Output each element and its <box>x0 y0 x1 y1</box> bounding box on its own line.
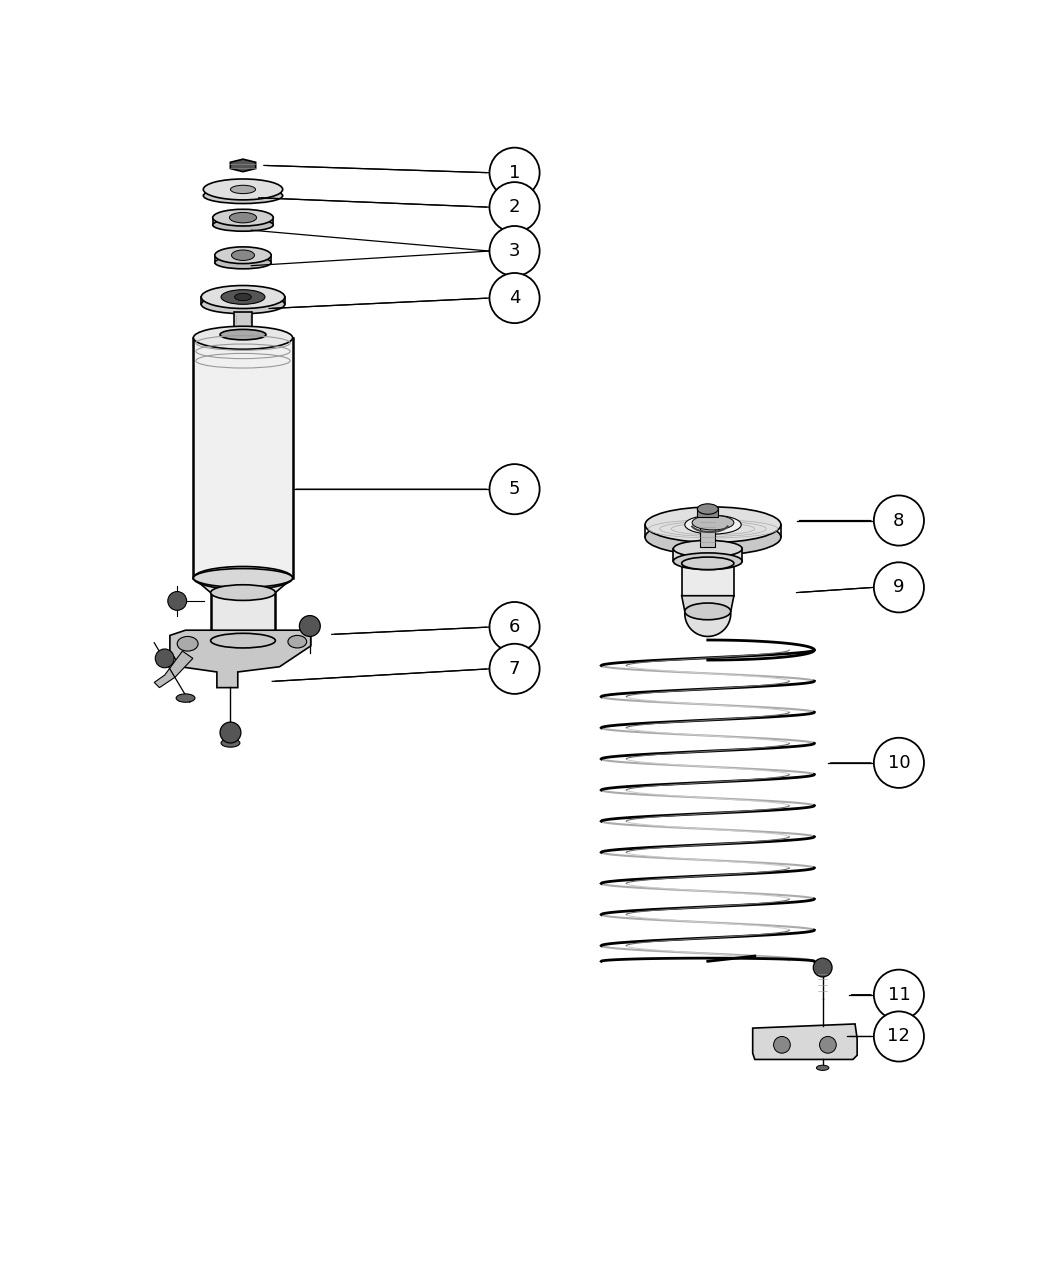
Ellipse shape <box>229 213 256 223</box>
Circle shape <box>489 644 540 694</box>
Bar <box>193 338 293 578</box>
Ellipse shape <box>204 179 282 200</box>
Polygon shape <box>220 329 266 334</box>
Text: 9: 9 <box>894 579 905 597</box>
Circle shape <box>489 602 540 652</box>
Ellipse shape <box>230 185 255 194</box>
Text: 8: 8 <box>894 511 905 529</box>
Circle shape <box>814 958 832 977</box>
Ellipse shape <box>213 219 273 231</box>
Circle shape <box>874 969 924 1020</box>
Ellipse shape <box>681 557 734 570</box>
Circle shape <box>489 148 540 198</box>
Text: 5: 5 <box>509 481 521 499</box>
Ellipse shape <box>231 250 254 260</box>
Text: 6: 6 <box>509 618 520 636</box>
Ellipse shape <box>220 329 266 340</box>
Polygon shape <box>170 630 311 687</box>
Text: 1: 1 <box>509 163 520 182</box>
Circle shape <box>489 273 540 323</box>
Ellipse shape <box>202 295 285 314</box>
Bar <box>697 507 718 518</box>
Text: 11: 11 <box>887 986 910 1003</box>
Text: 4: 4 <box>509 289 521 307</box>
Ellipse shape <box>193 566 293 589</box>
Polygon shape <box>681 595 734 612</box>
Circle shape <box>489 464 540 514</box>
Ellipse shape <box>645 507 781 542</box>
Ellipse shape <box>222 738 239 747</box>
Circle shape <box>820 1037 836 1053</box>
Polygon shape <box>685 613 731 636</box>
Circle shape <box>489 182 540 232</box>
Circle shape <box>155 649 174 668</box>
Polygon shape <box>154 652 193 687</box>
Circle shape <box>774 1037 791 1053</box>
Bar <box>211 593 275 640</box>
Ellipse shape <box>673 553 742 570</box>
Circle shape <box>220 722 240 743</box>
Text: 10: 10 <box>887 754 910 771</box>
Circle shape <box>874 562 924 612</box>
Bar <box>700 518 715 547</box>
Ellipse shape <box>176 694 195 703</box>
Text: 7: 7 <box>509 660 521 678</box>
Ellipse shape <box>202 286 285 309</box>
Ellipse shape <box>685 603 731 620</box>
Ellipse shape <box>211 585 275 601</box>
Ellipse shape <box>692 515 734 530</box>
Ellipse shape <box>817 1065 828 1071</box>
Ellipse shape <box>213 209 273 226</box>
Polygon shape <box>230 159 255 172</box>
Bar <box>673 544 742 565</box>
Ellipse shape <box>215 256 271 269</box>
Bar <box>233 311 252 329</box>
Text: 12: 12 <box>887 1028 910 1046</box>
Ellipse shape <box>193 569 293 588</box>
Ellipse shape <box>193 326 293 349</box>
Polygon shape <box>753 1024 857 1060</box>
Text: 2: 2 <box>509 198 521 217</box>
Ellipse shape <box>645 519 781 555</box>
Ellipse shape <box>204 187 282 204</box>
Ellipse shape <box>211 634 275 648</box>
Circle shape <box>874 738 924 788</box>
Ellipse shape <box>177 636 198 652</box>
Ellipse shape <box>234 293 251 301</box>
Circle shape <box>874 496 924 546</box>
Polygon shape <box>193 578 293 593</box>
Ellipse shape <box>673 541 742 557</box>
Ellipse shape <box>697 504 718 514</box>
Circle shape <box>299 616 320 636</box>
Text: 3: 3 <box>509 242 521 260</box>
Ellipse shape <box>288 635 307 648</box>
Bar <box>681 564 734 595</box>
Ellipse shape <box>685 515 741 534</box>
Circle shape <box>168 592 187 611</box>
Circle shape <box>489 226 540 277</box>
Circle shape <box>874 1011 924 1062</box>
Ellipse shape <box>222 289 265 305</box>
Ellipse shape <box>215 247 271 264</box>
